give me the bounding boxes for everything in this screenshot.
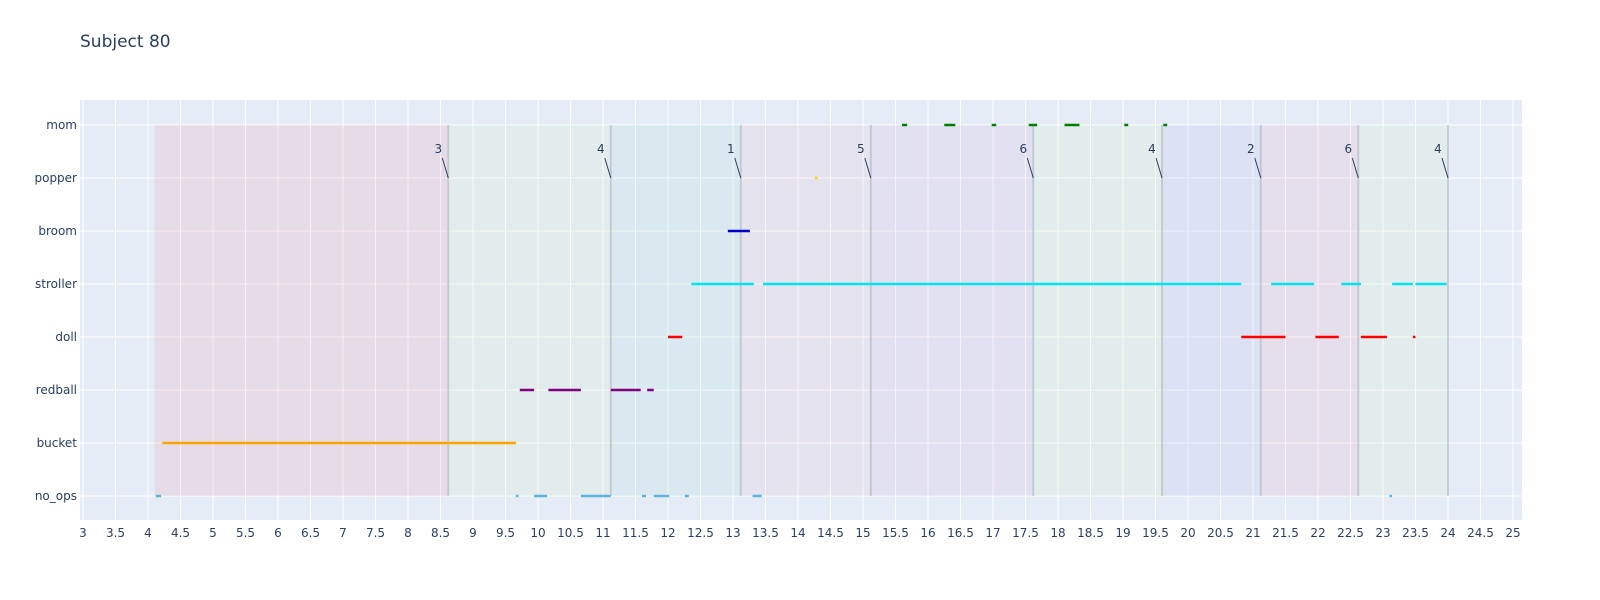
phase-band xyxy=(154,125,449,496)
x-tick-label: 4.5 xyxy=(171,526,190,540)
annotation-label: 4 xyxy=(1148,142,1156,156)
annotation-arrow xyxy=(1026,157,1034,179)
phase-band xyxy=(870,125,1034,496)
y-tick-label: bucket xyxy=(37,436,78,450)
x-tick-label: 13.5 xyxy=(752,526,779,540)
phase-band xyxy=(1358,125,1448,496)
x-tick-label: 22 xyxy=(1310,526,1325,540)
x-tick-label: 14 xyxy=(790,526,805,540)
x-tick-label: 12 xyxy=(660,526,675,540)
annotation-arrow xyxy=(734,157,742,179)
annotation-label: 6 xyxy=(1344,142,1352,156)
x-tick-label: 9.5 xyxy=(496,526,515,540)
x-tick-label: 20.5 xyxy=(1207,526,1234,540)
x-tick-label: 17 xyxy=(985,526,1000,540)
annotation-label: 6 xyxy=(1019,142,1027,156)
x-tick-label: 15 xyxy=(855,526,870,540)
annotation-arrow xyxy=(1441,157,1449,179)
x-tick-label: 23 xyxy=(1375,526,1390,540)
x-tick-label: 5 xyxy=(209,526,217,540)
annotation-arrow xyxy=(1351,157,1359,179)
y-tick-label: broom xyxy=(38,224,77,238)
x-tick-label: 18.5 xyxy=(1077,526,1104,540)
x-tick-label: 22.5 xyxy=(1337,526,1364,540)
x-tick-label: 6 xyxy=(274,526,282,540)
x-tick-label: 3.5 xyxy=(106,526,125,540)
x-tick-label: 7 xyxy=(339,526,347,540)
x-tick-label: 7.5 xyxy=(366,526,385,540)
y-tick-label: no_ops xyxy=(35,489,77,503)
x-tick-label: 16 xyxy=(920,526,935,540)
annotation-arrow xyxy=(1155,157,1163,179)
x-tick-label: 18 xyxy=(1050,526,1065,540)
plot-background xyxy=(80,100,1522,520)
annotation-label: 1 xyxy=(727,142,735,156)
x-tick-label: 11.5 xyxy=(622,526,649,540)
x-tick-label: 21 xyxy=(1245,526,1260,540)
phase-band xyxy=(610,125,741,496)
y-tick-label: mom xyxy=(46,118,77,132)
annotation-arrow xyxy=(1254,157,1262,179)
x-tick-label: 3 xyxy=(79,526,87,540)
annotation-arrow xyxy=(441,157,449,179)
x-tick-label: 11 xyxy=(595,526,610,540)
phase-band xyxy=(740,125,871,496)
phase-band xyxy=(1260,125,1359,496)
x-tick-label: 24.5 xyxy=(1467,526,1494,540)
phase-band xyxy=(1033,125,1162,496)
chart-title: Subject 80 xyxy=(80,32,171,52)
x-tick-label: 10 xyxy=(530,526,545,540)
x-tick-label: 17.5 xyxy=(1012,526,1039,540)
x-tick-label: 5.5 xyxy=(236,526,255,540)
annotation-arrow xyxy=(864,157,872,179)
x-tick-label: 10.5 xyxy=(557,526,584,540)
annotation-arrow xyxy=(604,157,612,179)
x-tick-label: 12.5 xyxy=(687,526,714,540)
x-tick-label: 20 xyxy=(1180,526,1195,540)
phase-band xyxy=(1162,125,1261,496)
y-tick-label: doll xyxy=(55,330,77,344)
phase-band xyxy=(448,125,611,496)
x-tick-label: 6.5 xyxy=(301,526,320,540)
x-tick-label: 16.5 xyxy=(947,526,974,540)
y-tick-label: stroller xyxy=(35,277,77,291)
x-tick-label: 19 xyxy=(1115,526,1130,540)
x-tick-label: 8 xyxy=(404,526,412,540)
x-tick-label: 9 xyxy=(469,526,477,540)
x-tick-label: 19.5 xyxy=(1142,526,1169,540)
x-tick-label: 13 xyxy=(725,526,740,540)
annotation-label: 4 xyxy=(597,142,605,156)
x-tick-label: 8.5 xyxy=(431,526,450,540)
x-tick-label: 21.5 xyxy=(1272,526,1299,540)
annotation-label: 4 xyxy=(1434,142,1442,156)
x-tick-label: 4 xyxy=(144,526,152,540)
x-tick-label: 23.5 xyxy=(1402,526,1429,540)
x-tick-label: 14.5 xyxy=(817,526,844,540)
x-tick-label: 25 xyxy=(1505,526,1520,540)
annotation-label: 2 xyxy=(1247,142,1255,156)
x-tick-label: 15.5 xyxy=(882,526,909,540)
x-tick-label: 24 xyxy=(1440,526,1455,540)
y-tick-label: redball xyxy=(36,383,77,397)
annotation-label: 3 xyxy=(434,142,442,156)
annotation-label: 5 xyxy=(857,142,865,156)
y-tick-label: popper xyxy=(34,171,77,185)
